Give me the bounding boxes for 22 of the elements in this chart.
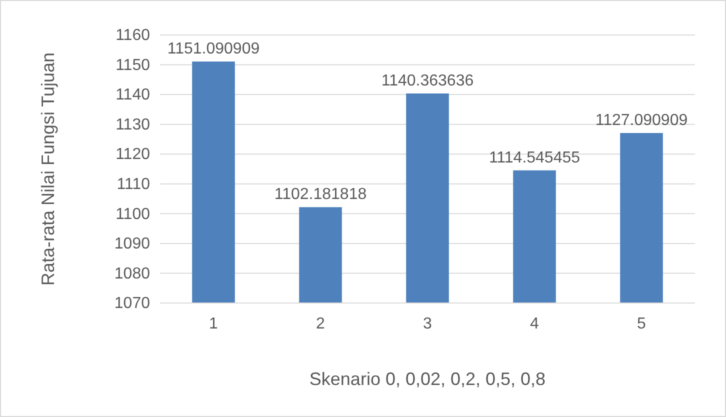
x-tick-label: 5 bbox=[637, 315, 646, 332]
data-label: 1151.090909 bbox=[167, 40, 260, 58]
y-tick-label: 1110 bbox=[116, 176, 150, 194]
y-tick-label: 1070 bbox=[114, 295, 150, 312]
x-tick-label: 2 bbox=[316, 315, 326, 332]
y-tick-label: 1100 bbox=[116, 206, 150, 223]
data-label: 1127.090909 bbox=[595, 112, 688, 129]
y-tick-label: 1140 bbox=[116, 86, 150, 104]
data-label: 1140.363636 bbox=[381, 72, 474, 90]
y-tick-label: 1130 bbox=[116, 116, 150, 134]
data-label: 1114.545455 bbox=[488, 149, 580, 166]
data-label: 1102.181818 bbox=[274, 186, 367, 204]
y-tick-label: 1120 bbox=[116, 146, 150, 164]
x-tick-label: 1 bbox=[209, 315, 218, 332]
x-tick-label: 4 bbox=[530, 315, 540, 332]
y-tick-label: 1160 bbox=[116, 27, 150, 44]
y-tick-label: 1080 bbox=[114, 265, 150, 282]
y-tick-label: 1150 bbox=[116, 56, 150, 74]
x-tick-label: 3 bbox=[423, 315, 432, 332]
x-axis-title: Skenario 0, 0,02, 0,2, 0,5, 0,8 bbox=[309, 369, 546, 389]
y-tick-label: 1090 bbox=[114, 236, 150, 253]
y-axis-title: Rata-rata Nilai Fungsi Tujuan bbox=[38, 52, 58, 286]
